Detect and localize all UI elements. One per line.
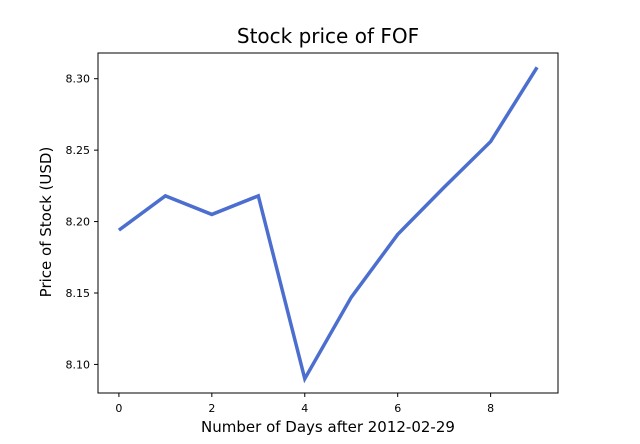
y-tick-label: 8.20 (66, 216, 91, 229)
x-axis-title: Number of Days after 2012-02-29 (201, 418, 455, 436)
plot-area: 0 2 4 6 8 8.10 8.15 8.20 8.25 8.30 (66, 52, 559, 415)
y-tick-label: 8.10 (66, 358, 91, 371)
x-tick-label: 0 (115, 402, 122, 415)
y-tick-label: 8.15 (66, 287, 91, 300)
series-line (117, 66, 539, 384)
x-tick-label: 2 (208, 402, 215, 415)
x-tick-label: 4 (301, 402, 308, 415)
plot-frame (97, 52, 559, 394)
chart-title: Stock price of FOF (237, 24, 419, 48)
y-axis-title: Price of Stock (USD) (37, 147, 55, 298)
x-tick-label: 8 (487, 402, 494, 415)
y-tick-label: 8.30 (66, 73, 91, 86)
y-tick-label: 8.25 (66, 144, 91, 157)
x-tick-label: 6 (394, 402, 401, 415)
